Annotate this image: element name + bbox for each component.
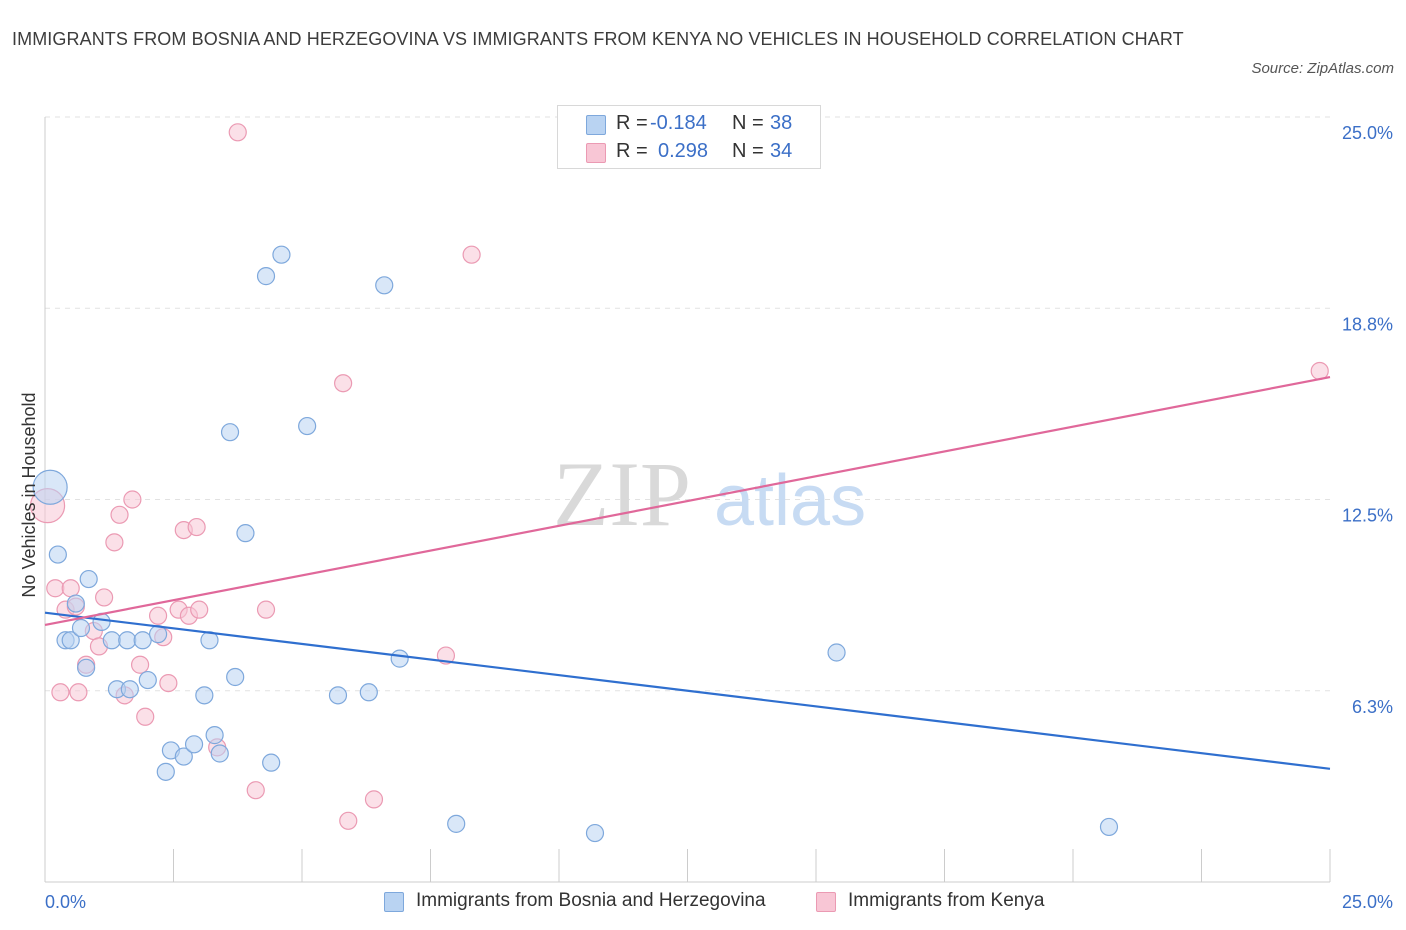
kenya-point-14	[123, 490, 142, 509]
watermark-atlas: atlas	[714, 461, 866, 541]
y-tick-label-2: 18.8%	[1342, 314, 1393, 334]
bosnia-point-22	[205, 726, 224, 745]
bosnia-point-33	[375, 276, 394, 295]
x-tick-label-0: 0.0%	[45, 892, 86, 912]
chart-title: IMMIGRANTS FROM BOSNIA AND HERZEGOVINA V…	[12, 29, 1184, 49]
kenya-point-33	[462, 245, 481, 264]
tick-labels: 6.3% 12.5% 18.8% 25.0% 0.0% 25.0%	[45, 123, 1393, 912]
bosnia-point-9	[102, 631, 121, 650]
r-value: -0.184	[650, 112, 707, 134]
kenya-point-31	[364, 790, 384, 809]
bosnia-point-5	[71, 618, 91, 638]
bosnia-point-18	[174, 747, 193, 766]
bosnia-point-24	[220, 423, 240, 442]
bosnia-point-37	[827, 643, 846, 662]
kenya-point-4	[61, 579, 80, 598]
bosnia-point-31	[328, 686, 348, 705]
bosnia-point-23	[210, 744, 229, 763]
bosnia-point-38	[1099, 817, 1119, 837]
r-label: R =	[616, 112, 648, 134]
bosnia-point-14	[138, 670, 157, 690]
bosnia-point-19	[184, 735, 204, 754]
kenya-point-19	[159, 673, 178, 693]
legend-item-kenya[interactable]: Immigrants from Kenya	[816, 888, 1076, 916]
kenya-point-28	[256, 600, 276, 619]
n-label: N =	[732, 112, 764, 134]
kenya-point-30	[339, 811, 358, 830]
bosnia-point-28	[262, 753, 281, 772]
watermark: ZIP atlas	[553, 443, 866, 545]
bosnia-point-11	[118, 631, 137, 650]
kenya-point-1	[46, 579, 65, 598]
bosnia-point-0	[32, 469, 68, 505]
bosnia-legend-swatch	[384, 892, 404, 912]
kenya-point-24	[190, 600, 209, 619]
bosnia-points	[32, 245, 1119, 843]
grid-lines	[45, 116, 1330, 692]
bosnia-point-30	[298, 416, 317, 436]
kenya-trend-line	[44, 376, 1331, 627]
bosnia-point-13	[133, 631, 152, 650]
kenya-point-11	[105, 533, 124, 552]
bosnia-point-4	[66, 594, 85, 613]
n-label: N =	[732, 140, 764, 162]
kenya-point-12	[110, 505, 129, 524]
stats-legend: R = -0.184 N = 38 R = 0.298 N = 34	[557, 105, 821, 169]
kenya-point-23	[187, 517, 206, 537]
bosnia-point-12	[120, 680, 139, 699]
n-value: 34	[770, 140, 793, 162]
bosnia-point-27	[256, 267, 276, 286]
y-tick-label-1: 12.5%	[1342, 506, 1393, 526]
kenya-legend-swatch	[816, 892, 836, 912]
bosnia-trend-line	[44, 611, 1331, 770]
kenya-point-26	[228, 123, 247, 142]
bosnia-swatch	[586, 115, 606, 135]
kenya-point-2	[51, 683, 70, 702]
bosnia-point-16	[156, 762, 175, 781]
trend-lines	[44, 376, 1331, 770]
n-value: 38	[770, 112, 793, 134]
y-tick-label-0: 6.3%	[1352, 697, 1393, 717]
bosnia-point-35	[447, 814, 466, 833]
bosnia-point-6	[77, 658, 96, 677]
bosnia-point-36	[585, 823, 605, 843]
kenya-point-6	[69, 683, 88, 702]
x-tick-label-1: 25.0%	[1342, 892, 1393, 912]
kenya-point-17	[148, 606, 168, 625]
y-axis-label: No Vehicles in Household	[19, 392, 39, 597]
bosnia-point-26	[236, 524, 255, 543]
watermark-zip: ZIP	[553, 443, 691, 545]
kenya-swatch	[586, 143, 606, 163]
bosnia-point-3	[61, 631, 80, 650]
kenya-point-15	[130, 655, 150, 674]
r-label: R =	[616, 140, 648, 162]
kenya-point-16	[136, 707, 155, 726]
legend-label-kenya: Immigrants from Kenya	[848, 890, 1045, 911]
bosnia-point-1	[48, 545, 67, 564]
legend-label-bosnia: Immigrants from Bosnia and Herzegovina	[416, 890, 766, 911]
r-value: 0.298	[658, 140, 709, 162]
source-label: Source: ZipAtlas.com	[1251, 60, 1394, 77]
bosnia-point-20	[195, 686, 214, 705]
bosnia-point-34	[390, 649, 409, 668]
kenya-point-27	[246, 781, 265, 800]
kenya-point-29	[334, 374, 353, 393]
kenya-point-10	[95, 588, 114, 607]
bosnia-point-7	[79, 569, 98, 589]
bosnia-point-32	[359, 683, 378, 702]
bosnia-point-29	[272, 245, 291, 264]
bosnia-point-25	[226, 667, 245, 687]
y-tick-label-3: 25.0%	[1342, 123, 1393, 143]
legend-item-bosnia[interactable]: Immigrants from Bosnia and Herzegovina	[384, 888, 804, 916]
